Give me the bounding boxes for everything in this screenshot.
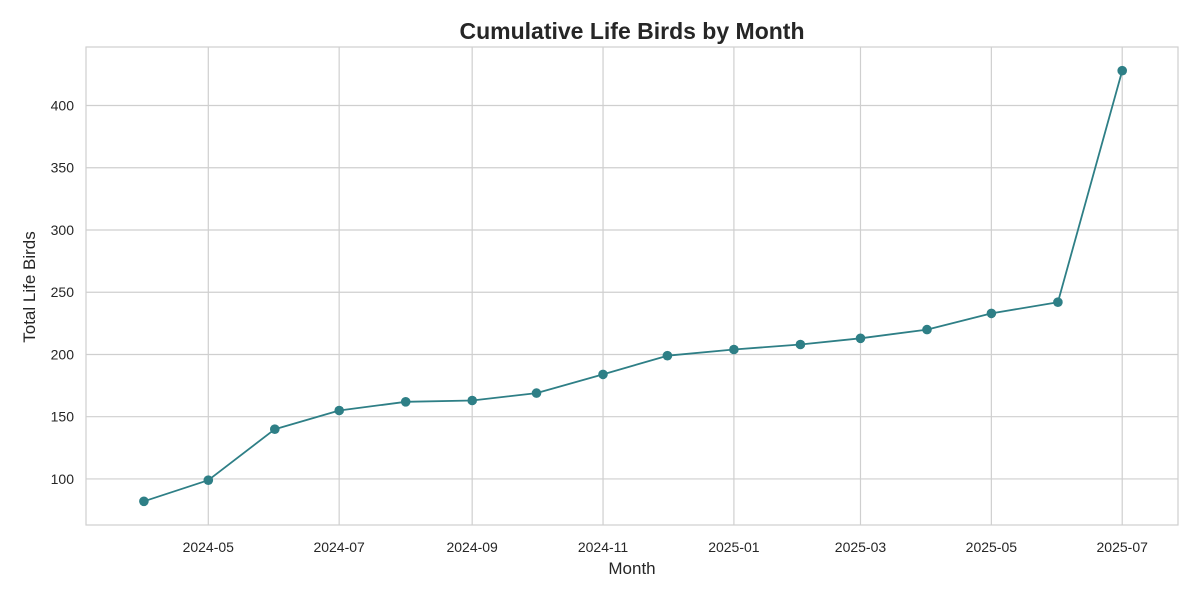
data-point (139, 496, 149, 507)
data-point (855, 333, 866, 344)
data-point (662, 350, 673, 361)
series-layer (139, 65, 1127, 507)
y-tick-label: 300 (51, 222, 75, 238)
chart-title: Cumulative Life Birds by Month (459, 18, 804, 44)
data-point (467, 395, 478, 406)
x-tick-label: 2024-09 (446, 539, 498, 555)
data-point (334, 405, 345, 416)
series-line (143, 70, 1124, 503)
data-point (922, 324, 932, 335)
data-point (1117, 65, 1127, 76)
data-point (795, 339, 806, 350)
y-tick-label: 400 (51, 98, 75, 114)
grid-layer (86, 47, 1178, 525)
data-point (729, 344, 739, 355)
data-point (203, 475, 214, 486)
y-tick-label: 350 (51, 160, 75, 176)
data-point (1053, 297, 1063, 308)
x-tick-label: 2025-05 (966, 539, 1018, 555)
tick-layer: 100 150 200 250 300 350 400 2024-05 2024-07 2024-… (51, 98, 1148, 555)
x-axis-label: Month (608, 559, 655, 578)
x-tick-label: 2024-05 (183, 539, 235, 555)
data-point (598, 369, 608, 380)
x-tick-label: 2025-07 (1097, 539, 1149, 555)
x-tick-label: 2025-03 (835, 539, 887, 555)
y-tick-label: 250 (51, 284, 75, 300)
plot-frame (85, 46, 1179, 526)
y-axis-label: Total Life Birds (20, 231, 39, 343)
x-tick-label: 2024-11 (578, 539, 629, 555)
y-tick-label: 100 (51, 471, 75, 487)
x-tick-label: 2024-07 (313, 539, 365, 555)
y-tick-label: 150 (51, 409, 75, 425)
data-point (531, 388, 542, 398)
data-point (400, 397, 411, 407)
y-tick-label: 200 (51, 346, 75, 362)
data-point (986, 308, 997, 319)
data-point (270, 424, 280, 435)
x-tick-label: 2025-01 (708, 539, 760, 555)
